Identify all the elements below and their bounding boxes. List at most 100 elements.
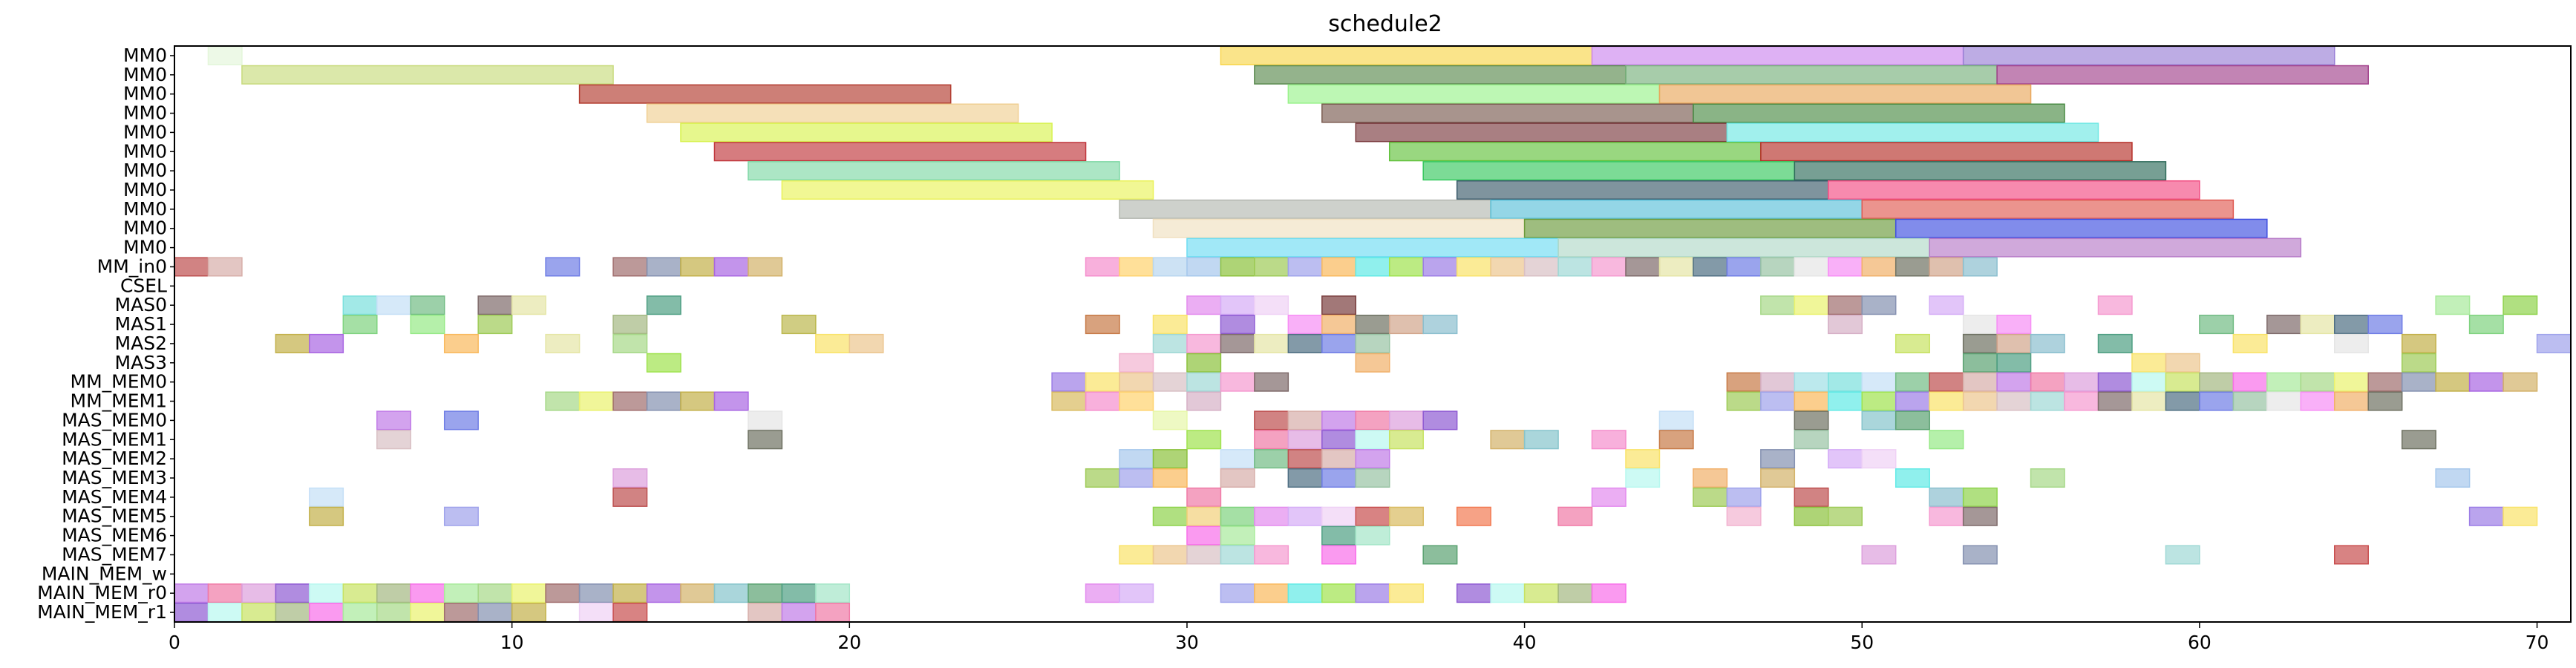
task-cell [1456,583,1491,603]
x-tick-label: 20 [837,632,861,653]
task-cell [2503,506,2538,526]
task-cell [1152,372,1188,392]
y-tick-label: MAS_MEM0 [62,409,167,430]
y-tick-label: MAS_MEM2 [62,448,167,469]
y-tick-label: MM0 [123,217,167,239]
task-cell [748,430,783,450]
task-cell [1321,449,1357,469]
task-cell [1388,583,1424,603]
task-cell [309,583,344,603]
task-cell [1220,257,1255,277]
y-tick-label: MM0 [123,64,167,85]
task-cell [1220,315,1255,335]
task-cell [1929,391,1964,411]
task-cell [1388,315,1424,335]
task-cell [1119,353,1154,373]
x-tick-label: 10 [500,632,524,653]
task-cell [2097,372,2133,392]
task-cell [2435,295,2471,315]
task-cell [410,583,445,603]
task-cell [1119,391,1154,411]
task-cell [376,430,412,450]
task-cell [2333,391,2369,411]
task-cell [1760,391,1796,411]
task-bar [1152,218,1526,238]
task-cell [1220,583,1255,603]
task-cell [1861,372,1897,392]
task-cell [2199,391,2235,411]
task-cell [1119,372,1154,392]
y-tick-label: MAIN_MEM_w [42,563,167,584]
task-cell [1186,257,1222,277]
task-cell [1861,449,1897,469]
y-tick-label: MAS0 [115,294,167,315]
task-cell [2367,372,2403,392]
task-cell [309,506,344,526]
task-cell [1625,468,1661,488]
task-cell [1794,372,1829,392]
task-cell [612,583,648,603]
task-cell [1828,372,1863,392]
task-cell [1456,506,1491,526]
task-cell [2401,333,2436,353]
task-cell [410,295,445,315]
task-bar [1726,122,2099,143]
y-tick-label: MM0 [123,237,167,258]
task-cell [781,603,817,623]
task-cell [1220,372,1255,392]
task-cell [1828,506,1863,526]
task-bar [1861,199,2235,219]
task-cell [1321,295,1357,315]
task-cell [2030,372,2065,392]
task-bar [1321,103,1694,123]
task-cell [1355,410,1390,430]
task-cell [2468,372,2504,392]
task-cell [2165,372,2200,392]
task-cell [1929,487,1964,507]
task-cell [713,583,749,603]
task-cell [1625,449,1661,469]
task-cell [1254,449,1289,469]
task-cell [1557,506,1593,526]
task-cell [1388,410,1424,430]
task-cell [1726,372,1762,392]
task-cell [1321,468,1357,488]
task-cell [1186,372,1222,392]
task-bar [1557,238,1930,258]
task-cell [410,603,445,623]
task-cell [1119,583,1154,603]
task-cell [680,391,716,411]
task-cell [1085,372,1120,392]
task-cell [578,583,614,603]
task-cell [1388,430,1424,450]
task-cell [1828,391,1863,411]
task-cell [815,333,851,353]
task-cell [2401,353,2436,373]
task-cell [1962,353,1998,373]
task-cell [2333,333,2369,353]
task-cell [1220,545,1255,565]
task-cell [1355,468,1390,488]
task-cell [1355,583,1390,603]
task-cell [207,603,243,623]
task-cell [1895,410,1930,430]
task-cell [2503,295,2538,315]
task-cell [1895,468,1930,488]
task-cell [1658,257,1694,277]
task-cell [1321,257,1357,277]
task-cell [849,333,884,353]
task-bar [1254,65,1627,85]
task-cell [477,583,513,603]
task-cell [2435,468,2471,488]
y-tick-label: MAS3 [115,352,167,373]
task-bar [1388,142,1762,162]
task-cell [1962,506,1998,526]
task-cell [376,583,412,603]
task-cell [1726,487,1762,507]
task-bar [1996,65,2369,85]
task-cell [1693,257,1728,277]
task-cell [1658,430,1694,450]
y-tick-label: MM0 [123,83,167,105]
task-cell [1152,449,1188,469]
